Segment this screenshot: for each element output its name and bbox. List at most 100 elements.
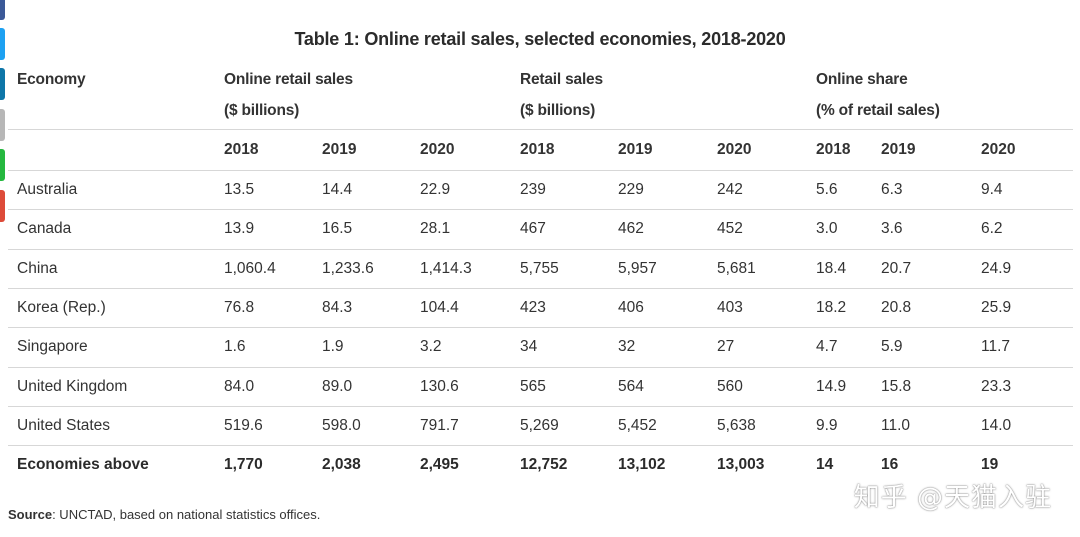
value-cell: 4.7 [816,338,838,356]
value-cell: 14.0 [981,416,1012,434]
value-cell: 2,495 [420,456,459,474]
value-cell: 6.3 [881,181,903,198]
value-cell: 1.6 [224,338,246,356]
value-cell: 452 [717,220,743,238]
economy-cell: Singapore [17,338,88,356]
value-cell: 2,038 [322,456,361,474]
value-cell: 84.3 [322,298,353,316]
year-header-cell: 2018 [224,141,259,158]
value-cell: 560 [717,377,743,395]
value-cell: 23.3 [981,377,1012,395]
value-cell: 13.9 [224,220,255,238]
value-cell: 25.9 [981,298,1012,316]
value-cell: 32 [618,338,636,356]
share-tab-email-icon[interactable] [0,109,5,141]
value-cell: 20.8 [881,298,912,316]
share-tab-facebook-icon[interactable] [0,0,5,20]
share-tab-twitter-icon[interactable] [0,28,5,60]
year-header-cell: 2020 [981,141,1016,158]
value-cell: 467 [520,220,546,238]
row-divider [8,248,1073,250]
year-header-cell: 2019 [618,141,653,158]
table-row: Canada 13.9 16.5 28.1 467 462 452 3.0 3.6 6.2 [0,209,1080,248]
economy-cell: Korea (Rep.) [17,298,106,316]
value-cell: 76.8 [224,298,255,316]
value-cell: 5,755 [520,259,559,277]
value-cell: 565 [520,377,546,395]
value-cell: 22.9 [420,181,451,198]
share-tab-print-icon[interactable] [0,190,5,222]
row-divider [8,327,1073,329]
value-cell: 24.9 [981,259,1012,277]
table-row: China 1,060.4 1,233.6 1,414.3 5,755 5,957 5,68… [0,249,1080,288]
value-cell: 5,269 [520,416,559,434]
header-retail-unit: ($ billions) [520,102,596,119]
value-cell: 34 [520,338,538,356]
value-cell: 13.5 [224,181,255,198]
value-cell: 16.5 [322,220,353,238]
table-row: United States 519.6 598.0 791.7 5,269 5,452 5,… [0,406,1080,445]
total-row: Economies above 1,770 2,038 2,495 12,752 13,1… [0,445,1080,484]
header-online-unit: ($ billions) [224,102,300,119]
table-title: Table 1: Online retail sales, selected e… [294,29,786,49]
value-cell: 1.9 [322,338,344,356]
value-cell: 519.6 [224,416,263,434]
value-cell: 1,060.4 [224,259,276,277]
share-tab-linkedin-icon[interactable] [0,68,5,100]
watermark: 知乎 @天猫入驻 [853,483,1052,513]
value-cell: 1,233.6 [322,259,374,277]
table-row: United Kingdom 84.0 89.0 130.6 565 564 560 14.9… [0,367,1080,406]
value-cell: 598.0 [322,416,361,434]
source-note: Source: UNCTAD, based on national statis… [8,507,320,522]
economy-cell: China [17,259,58,277]
value-cell: 406 [618,298,644,316]
economy-cell: Australia [17,181,78,198]
row-divider [8,209,1073,211]
table-row: Australia 13.5 14.4 22.9 239 229 242 5.6 6.3 9.4 [0,170,1080,209]
table-row: Singapore 1.6 1.9 3.2 34 32 27 4.7 5.9 11.7 [0,327,1080,366]
year-header-cell: 2018 [520,141,555,158]
value-cell: 130.6 [420,377,459,395]
value-cell: 5.6 [816,181,838,198]
economy-cell: Canada [17,220,72,238]
value-cell: 9.4 [981,181,1003,198]
value-cell: 1,414.3 [420,259,472,277]
header-online-share: Online share [816,71,908,88]
value-cell: 5,638 [717,416,756,434]
year-header-cell: 2019 [881,141,916,158]
year-header-cell: 2020 [420,141,455,158]
value-cell: 13,102 [618,456,666,474]
row-divider [8,405,1073,407]
value-cell: 3.2 [420,338,442,356]
value-cell: 1,770 [224,456,263,474]
value-cell: 5.9 [881,338,903,356]
row-divider [8,445,1073,447]
value-cell: 5,681 [717,259,756,277]
value-cell: 11.7 [981,338,1011,356]
year-header-cell: 2019 [322,141,357,158]
value-cell: 5,957 [618,259,657,277]
value-cell: 242 [717,181,743,198]
year-divider [8,170,1073,171]
year-header-cell: 2020 [717,141,752,158]
row-divider [8,366,1073,368]
value-cell: 6.2 [981,220,1003,238]
share-tab-whatsapp-icon[interactable] [0,149,5,181]
year-header-cell: 2018 [816,141,851,158]
header-share-unit: (% of retail sales) [816,102,940,119]
value-cell: 28.1 [420,220,451,238]
value-cell: 11.0 [881,416,911,434]
value-cell: 5,452 [618,416,657,434]
table-row: Korea (Rep.) 76.8 84.3 104.4 423 406 403 18.2 20… [0,288,1080,327]
economy-cell: United States [17,416,111,434]
value-cell: 423 [520,298,546,316]
value-cell: 462 [618,220,644,238]
header-divider [8,129,1073,130]
value-cell: 89.0 [322,377,353,395]
value-cell: 9.9 [816,416,838,434]
header-economy: Economy [17,71,86,88]
value-cell: 84.0 [224,377,255,395]
row-divider [8,287,1073,289]
value-cell: 16 [881,456,899,474]
value-cell: 20.7 [881,259,912,277]
